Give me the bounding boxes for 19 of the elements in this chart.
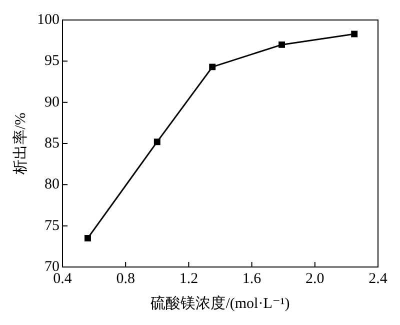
x-tick-label: 2.4 — [368, 270, 388, 287]
x-tick-label: 1.6 — [242, 270, 262, 287]
x-tick-label: 2.0 — [306, 270, 324, 287]
x-tick-label: 0.4 — [53, 270, 72, 287]
y-tick-label: 95 — [44, 53, 60, 70]
x-tick-label: 0.8 — [116, 270, 135, 287]
point — [154, 138, 160, 146]
point — [278, 41, 285, 48]
y-tick-label: 75 — [44, 218, 60, 234]
y-tick-label: 90 — [44, 94, 60, 110]
y-tick-label: 100 — [37, 12, 60, 28]
y-axis-title: 析出率/% — [12, 112, 29, 176]
point — [209, 64, 216, 70]
x-tick-label: 1.2 — [179, 270, 198, 287]
point — [84, 234, 91, 242]
y-tick-label: 85 — [44, 135, 60, 152]
x-axis-title: 硫酸镁浓度/(mol·L⁻¹) — [150, 294, 290, 312]
point — [351, 30, 358, 38]
y-tick-label: 80 — [44, 176, 60, 193]
